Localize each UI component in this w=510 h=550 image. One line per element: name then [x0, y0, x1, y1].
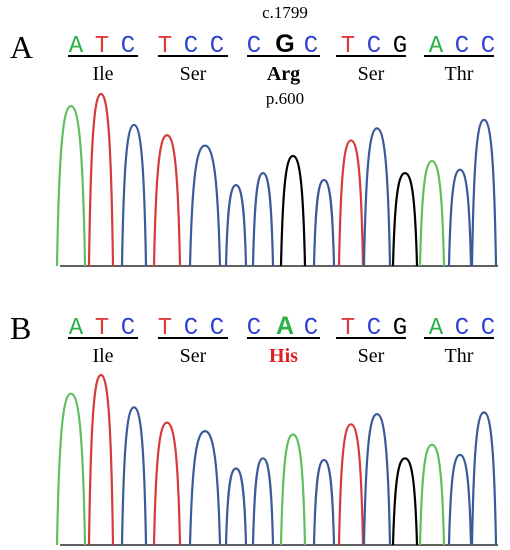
trace-peak-t	[337, 139, 365, 267]
trace-peak-a	[279, 433, 307, 546]
trace-peak-c	[312, 178, 336, 267]
trace-peak-c	[362, 127, 392, 267]
trace-peak-c	[120, 406, 148, 546]
cdna-position-label: c.1799	[262, 3, 308, 22]
panel-label: A	[10, 29, 33, 65]
trace-peak-c	[362, 412, 392, 546]
base-letter: C	[121, 33, 135, 60]
trace-peak-c	[224, 467, 248, 546]
trace-peak-c	[188, 429, 222, 546]
base-letter: G	[393, 33, 407, 60]
trace-peak-c	[447, 168, 473, 267]
base-letter: T	[158, 315, 172, 342]
protein-position-label: p.600	[266, 89, 304, 108]
base-letter: C	[367, 315, 381, 342]
trace-peak-a	[55, 104, 87, 267]
base-letter: A	[69, 33, 84, 60]
base-letter: A	[69, 315, 84, 342]
amino-acid-label: Ser	[180, 345, 207, 367]
trace-peak-t	[87, 373, 115, 546]
trace-peak-c	[251, 172, 275, 267]
amino-acid-label: Ser	[358, 345, 385, 367]
base-letter: C	[210, 33, 224, 60]
base-letter: G	[275, 30, 294, 58]
amino-acid-label: Ser	[358, 63, 385, 85]
base-letter: C	[455, 33, 469, 60]
trace-peak-c	[447, 453, 473, 546]
trace-peak-t	[337, 423, 365, 546]
trace-peak-t	[152, 134, 182, 267]
trace-peak-c	[251, 457, 275, 546]
trace-peak-g	[279, 154, 307, 267]
amino-acid-label: His	[269, 345, 298, 367]
trace-peak-g	[391, 457, 419, 546]
base-letter: A	[276, 312, 294, 340]
base-letter: C	[481, 33, 495, 60]
base-letter: C	[481, 315, 495, 342]
base-letter: C	[455, 315, 469, 342]
base-letter: C	[184, 315, 198, 342]
base-letter: C	[304, 33, 318, 60]
base-letter: C	[210, 315, 224, 342]
base-letter: T	[95, 33, 109, 60]
trace-peak-c	[312, 458, 336, 546]
panel-label: B	[10, 310, 31, 346]
base-letter: A	[429, 33, 444, 60]
base-letter: T	[158, 33, 172, 60]
base-letter: C	[247, 33, 261, 60]
base-letter: T	[95, 315, 109, 342]
trace-peak-a	[418, 443, 446, 546]
trace-peak-t	[152, 421, 182, 546]
base-letter: C	[184, 33, 198, 60]
amino-acid-label: Ile	[92, 345, 113, 367]
amino-acid-label: Thr	[445, 63, 474, 85]
amino-acid-label: Thr	[445, 345, 474, 367]
trace-peak-a	[55, 392, 87, 546]
trace-peak-c	[188, 144, 222, 267]
trace-peak-c	[120, 123, 148, 267]
trace-peak-t	[87, 92, 115, 267]
amino-acid-label: Arg	[267, 63, 300, 85]
amino-acid-label: Ser	[180, 63, 207, 85]
base-letter: T	[341, 315, 355, 342]
trace-peak-c	[224, 184, 248, 267]
base-letter: T	[341, 33, 355, 60]
trace-peak-g	[391, 172, 419, 267]
base-letter: C	[247, 315, 261, 342]
base-letter: C	[304, 315, 318, 342]
trace-peak-c	[470, 411, 498, 546]
base-letter: A	[429, 315, 444, 342]
trace-peak-a	[418, 159, 446, 267]
amino-acid-label: Ile	[92, 63, 113, 85]
trace-peak-c	[470, 118, 498, 267]
base-letter: C	[121, 315, 135, 342]
base-letter: C	[367, 33, 381, 60]
base-letter: G	[393, 315, 407, 342]
